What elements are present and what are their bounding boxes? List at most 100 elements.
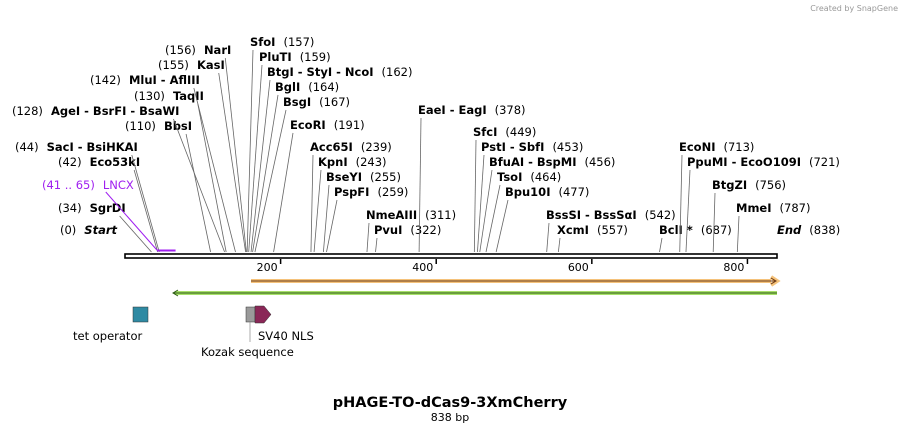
site-name: End — [777, 223, 802, 237]
site-label: KpnI (243) — [318, 155, 387, 169]
site-line — [323, 184, 330, 253]
site-position: (191) — [334, 118, 365, 132]
site-name: KpnI — [318, 155, 348, 169]
site-line — [273, 132, 294, 253]
site-position: (713) — [723, 140, 754, 154]
site-position: (464) — [530, 170, 561, 184]
ruler-label: 200 — [257, 261, 278, 274]
site-label: (155) KasI — [158, 58, 225, 72]
site-line — [659, 237, 663, 253]
site-label: NmeAIII (311) — [366, 208, 456, 222]
site-line — [326, 199, 338, 253]
site-line — [485, 184, 501, 253]
site-line — [254, 109, 287, 253]
site-position: (557) — [597, 223, 628, 237]
site-position: (34) — [58, 201, 82, 215]
sv40-nls-arrow — [254, 305, 272, 324]
site-label: (142) MluI - AflIII — [90, 73, 200, 87]
site-name: NarI — [204, 43, 231, 57]
site-line — [173, 118, 225, 253]
kozak-box — [245, 306, 256, 323]
site-line — [248, 64, 263, 253]
site-name: BseYI — [326, 170, 362, 184]
site-name: TaqII — [173, 89, 204, 103]
primer-name: LNCX — [103, 178, 134, 192]
site-label: SfcI (449) — [473, 125, 536, 139]
feature-label: SV40 NLS — [258, 329, 314, 343]
site-position: (721) — [809, 155, 840, 169]
site-name: BtgZI — [712, 178, 747, 192]
site-position: (0) — [60, 223, 76, 237]
ruler-label: 600 — [568, 261, 589, 274]
site-name: SfoI — [250, 35, 275, 49]
site-name: NmeAIII — [366, 208, 417, 222]
site-line — [479, 169, 493, 253]
site-position: (378) — [495, 103, 526, 117]
site-line — [218, 72, 246, 253]
site-position: (542) — [645, 208, 676, 222]
site-position: (44) — [15, 140, 39, 154]
site-label: PvuI (322) — [374, 223, 441, 237]
site-position: (243) — [356, 155, 387, 169]
site-position: (167) — [319, 95, 350, 109]
site-line — [473, 139, 477, 253]
site-position: (128) — [12, 104, 43, 118]
site-position: (162) — [382, 65, 413, 79]
site-label: MmeI (787) — [736, 201, 810, 215]
site-name: SfcI — [473, 125, 497, 139]
site-name: MmeI — [736, 201, 772, 215]
site-label: PpuMI - EcoO109I (721) — [687, 155, 840, 169]
site-label: (110) BbsI — [125, 119, 192, 133]
site-line — [252, 94, 279, 253]
site-label: (0) Start — [60, 223, 118, 237]
site-position: (164) — [308, 80, 339, 94]
site-line — [224, 57, 247, 253]
site-name: BbsI — [164, 119, 192, 133]
site-position: (259) — [377, 185, 408, 199]
site-line — [197, 103, 227, 253]
site-position: (159) — [300, 50, 331, 64]
site-name: MluI - AflIII — [129, 73, 200, 87]
site-name: EcoRI — [290, 118, 326, 132]
site-position: (449) — [505, 125, 536, 139]
site-position: (453) — [552, 140, 583, 154]
site-line — [546, 222, 550, 253]
orf-forward-core — [251, 277, 777, 285]
site-line — [418, 117, 422, 253]
site-name: XcmI — [557, 223, 589, 237]
site-label: PspFI (259) — [334, 185, 408, 199]
site-name: SacI - BsiHKAI — [47, 140, 138, 154]
site-line — [366, 222, 370, 253]
site-position: (157) — [283, 35, 314, 49]
site-label: BfuAI - BspMI (456) — [489, 155, 615, 169]
site-label: EaeI - EagI (378) — [418, 103, 526, 117]
site-label: PstI - SbfI (453) — [481, 140, 583, 154]
site-name: BclI * — [659, 223, 693, 237]
site-label: BtgI - StyI - NcoI (162) — [267, 65, 412, 79]
site-line — [685, 169, 691, 253]
site-label: EcoNI (713) — [679, 140, 754, 154]
site-line — [193, 87, 236, 253]
site-name: BssSI - BssSαI — [546, 208, 637, 222]
site-name: BsgI — [283, 95, 311, 109]
site-line — [250, 79, 271, 253]
site-label: Bpu10I (477) — [505, 185, 589, 199]
site-name: EcoNI — [679, 140, 715, 154]
map-length: 838 bp — [431, 411, 469, 424]
site-line — [557, 237, 561, 253]
feature-label: tet operator — [73, 329, 142, 343]
site-line — [736, 215, 740, 253]
site-position: (838) — [809, 223, 840, 237]
site-position: (42) — [58, 155, 82, 169]
site-line — [133, 169, 159, 253]
site-label: Acc65I (239) — [310, 140, 392, 154]
site-label: (44) SacI - BsiHKAI — [15, 140, 138, 154]
feature-label: Kozak sequence — [201, 345, 294, 359]
site-name: AgeI - BsrFI - BsaWI — [51, 104, 180, 118]
site-name: PspFI — [334, 185, 369, 199]
site-line — [375, 237, 378, 253]
site-name: Acc65I — [310, 140, 353, 154]
site-label: BtgZI (756) — [712, 178, 786, 192]
site-line — [131, 154, 160, 253]
site-line — [712, 192, 716, 253]
